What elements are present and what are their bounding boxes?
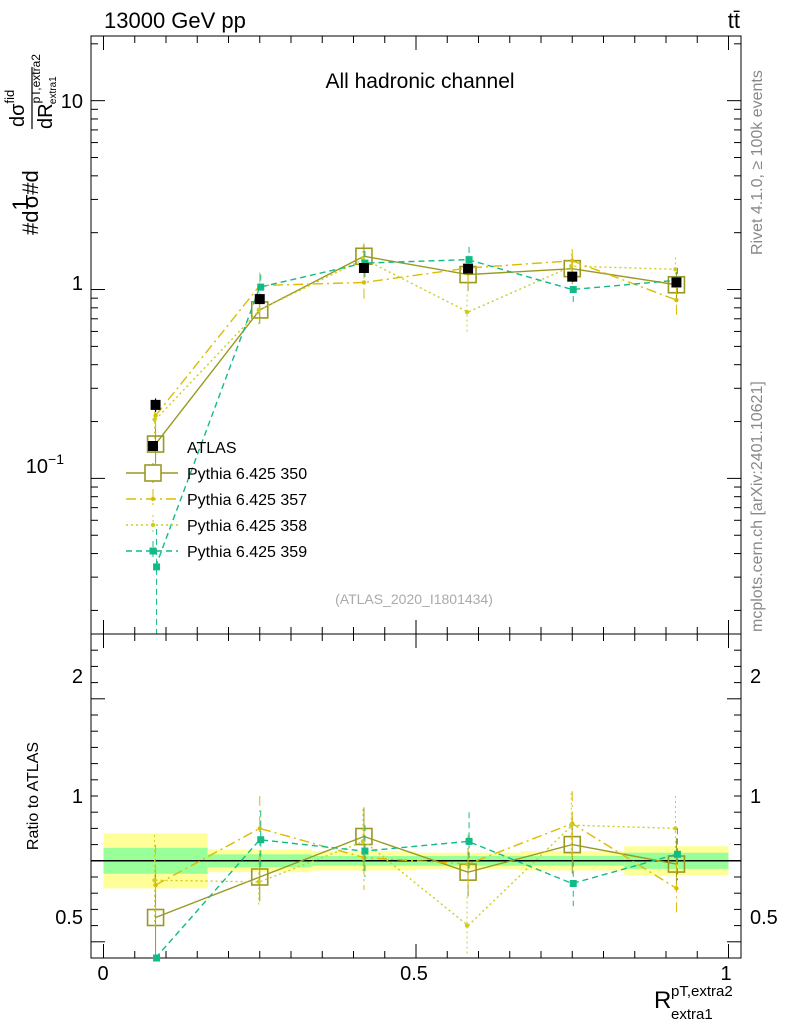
marker-dot bbox=[673, 267, 678, 272]
marker-dot bbox=[570, 258, 575, 263]
ratio-ytick-label-0.5-left: 0.5 bbox=[55, 907, 83, 929]
main-ytick-label-1: 1 bbox=[72, 273, 83, 295]
marker-dot bbox=[256, 307, 261, 313]
process-label: tt̄ bbox=[728, 8, 740, 33]
ratio-ytick-label-2-left: 2 bbox=[72, 666, 83, 688]
analysis-label: (ATLAS_2020_I1801434) bbox=[335, 591, 493, 607]
marker-square bbox=[257, 836, 265, 844]
series-line-pythia-6.425-350 bbox=[155, 255, 677, 445]
legend-label: Pythia 6.425 358 bbox=[187, 518, 307, 535]
svg-text:#d1σ#d: #d1σ#d bbox=[8, 170, 43, 235]
ratio-frame bbox=[90, 633, 742, 959]
marker-dot bbox=[569, 263, 574, 269]
ratio-series-layer bbox=[146, 791, 686, 962]
marker-square bbox=[673, 850, 681, 858]
marker-dot bbox=[153, 413, 158, 418]
marker-dot bbox=[673, 826, 678, 831]
marker-square bbox=[153, 563, 161, 571]
legend-label: ATLAS bbox=[187, 440, 237, 457]
marker-dot bbox=[361, 280, 367, 285]
ratio-panel: 2 1 0.5 2 1 0.5 Ratio to ATLAS 0 0.5 1 R… bbox=[25, 633, 778, 1023]
main-ytick-label-10: 10 bbox=[61, 91, 83, 113]
svg-text:pT,extra2: pT,extra2 bbox=[671, 983, 733, 1000]
legend-marker-2 bbox=[150, 496, 156, 502]
main-ytick-label-0.1: 10−1 bbox=[26, 451, 64, 478]
ratio-ytick-label-0.5-right: 0.5 bbox=[750, 907, 778, 929]
marker-dot bbox=[257, 826, 262, 831]
legend-label: Pythia 6.425 357 bbox=[187, 492, 307, 509]
marker-square bbox=[361, 847, 369, 855]
atlas-data-point bbox=[567, 271, 578, 282]
marker-square bbox=[569, 879, 577, 887]
marker-dot bbox=[153, 882, 158, 888]
atlas-data-point bbox=[463, 263, 474, 274]
marker-square bbox=[465, 837, 473, 845]
marker-dot bbox=[360, 839, 366, 844]
marker-dot bbox=[256, 879, 261, 885]
series-line-pythia-6.425-358 bbox=[155, 258, 677, 420]
marker-dot bbox=[464, 923, 470, 928]
legend-marker-3 bbox=[150, 522, 156, 528]
series-line-pythia-6.425-350 bbox=[155, 835, 677, 919]
main-ylabel: #d1σ#d dσfid dRpT,extra2 extra1 bbox=[2, 54, 59, 235]
legend-label: Pythia 6.425 350 bbox=[187, 466, 307, 483]
marker-dot bbox=[464, 309, 470, 315]
series-line-pythia-6.425-359 bbox=[154, 258, 677, 568]
marker-dot bbox=[361, 855, 367, 860]
xtick-label-1: 1 bbox=[720, 963, 731, 985]
series-line-pythia-6.425-357 bbox=[155, 822, 677, 889]
legend-label: Pythia 6.425 359 bbox=[187, 544, 307, 561]
atlas-data-point bbox=[150, 399, 161, 410]
marker-square bbox=[569, 286, 577, 294]
chart-title: All hadronic channel bbox=[325, 70, 514, 93]
xlabel: R pT,extra2 extra1 bbox=[654, 983, 733, 1023]
legend-marker-1 bbox=[144, 464, 162, 482]
marker-dot bbox=[569, 822, 574, 828]
legend-marker-atlas bbox=[148, 441, 158, 451]
xtick-label-0: 0 bbox=[97, 963, 108, 985]
main-axis-ticks bbox=[91, 36, 741, 634]
marker-dot bbox=[674, 886, 679, 891]
series-line-pythia-6.425-359 bbox=[155, 839, 677, 959]
ratio-uncertainty-bands bbox=[91, 833, 741, 889]
legend-marker-4 bbox=[149, 547, 157, 555]
series-line-pythia-6.425-358 bbox=[155, 824, 677, 927]
energy-label: 13000 GeV pp bbox=[104, 8, 246, 33]
marker-square bbox=[465, 256, 473, 264]
atlas-data-point bbox=[358, 263, 369, 274]
marker-dot bbox=[465, 861, 471, 867]
ratio-ytick-label-1-left: 1 bbox=[72, 786, 83, 808]
main-panel: All hadronic channel (ATLAS_2020_I180143… bbox=[2, 35, 742, 635]
marker-open-square bbox=[250, 868, 269, 886]
svg-text:extra1: extra1 bbox=[671, 1006, 713, 1023]
series-line-pythia-6.425-357 bbox=[155, 260, 677, 417]
ratio-axis-ticks bbox=[91, 634, 741, 958]
marker-open-square bbox=[146, 435, 165, 453]
legend: ATLAS Pythia 6.425 350 Pythia 6.425 357 Pyt… bbox=[126, 440, 307, 561]
svg-text:R: R bbox=[654, 987, 671, 1014]
marker-dot bbox=[674, 297, 679, 303]
marker-square bbox=[153, 954, 161, 962]
atlas-data-point bbox=[671, 277, 682, 288]
atlas-data-point bbox=[254, 294, 265, 305]
marker-dot bbox=[152, 417, 157, 422]
ratio-ylabel: Ratio to ATLAS bbox=[25, 742, 42, 850]
mcplots-label: mcplots.cern.ch [arXiv:2401.10621] bbox=[749, 381, 766, 632]
rivet-version-label: Rivet 4.1.0, ≥ 100k events bbox=[749, 70, 766, 255]
main-series-layer bbox=[146, 243, 686, 634]
marker-dot bbox=[152, 878, 157, 883]
marker-square bbox=[257, 283, 265, 291]
svg-text:dσfid: dσfid bbox=[2, 90, 29, 127]
xtick-label-0.5: 0.5 bbox=[400, 963, 428, 985]
ratio-ytick-label-1-right: 1 bbox=[750, 786, 761, 808]
ratio-ytick-label-2-right: 2 bbox=[750, 666, 761, 688]
